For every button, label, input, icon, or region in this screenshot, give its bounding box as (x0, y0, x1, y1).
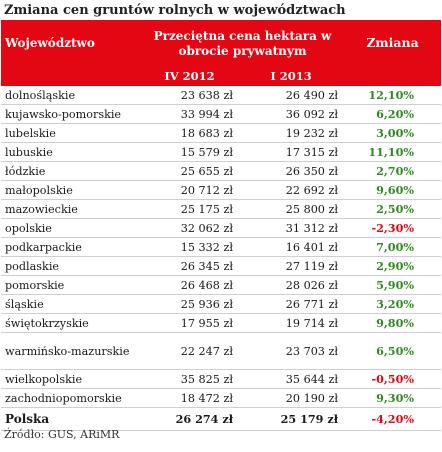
region-name: małopolskie (1, 180, 141, 200)
price-q4-2012: 18 683 zł (141, 123, 238, 143)
price-q4-2012: 26 274 zł (141, 407, 238, 431)
price-change: 11,10% (344, 142, 442, 162)
source-note: Źródło: GUS, ARiMR (4, 428, 120, 441)
price-change: 3,00% (344, 123, 442, 143)
price-q4-2012: 25 655 zł (141, 161, 238, 181)
price-q1-2013: 27 119 zł (238, 256, 345, 276)
price-q1-2013: 23 703 zł (238, 332, 345, 370)
price-q1-2013: 26 771 zł (238, 294, 345, 314)
price-change: 3,20% (344, 294, 442, 314)
price-q4-2012: 25 175 zł (141, 199, 238, 219)
region-name: dolnośląskie (1, 86, 141, 105)
region-name: śląskie (1, 294, 141, 314)
price-q1-2013: 22 692 zł (238, 180, 345, 200)
table-row: łódzkie 25 655 zł 26 350 zł 2,70% (1, 161, 442, 181)
price-q1-2013: 36 092 zł (238, 104, 345, 124)
header-change: Zmiana (344, 20, 442, 65)
subheader-row: IV 2012 I 2013 (1, 65, 442, 86)
table-row: małopolskie 20 712 zł 22 692 zł 9,60% (1, 180, 442, 200)
price-q1-2013: 20 190 zł (238, 388, 345, 408)
price-q4-2012: 15 332 zł (141, 237, 238, 257)
price-q1-2013: 26 490 zł (238, 86, 345, 105)
table-row: świętokrzyskie 17 955 zł 19 714 zł 9,80% (1, 313, 442, 333)
price-q1-2013: 25 800 zł (238, 199, 345, 219)
region-name: świętokrzyskie (1, 313, 141, 333)
price-q4-2012: 18 472 zł (141, 388, 238, 408)
price-q4-2012: 22 247 zł (141, 332, 238, 370)
table-title: Zmiana cen gruntów rolnych w województwa… (4, 3, 346, 18)
price-q4-2012: 23 638 zł (141, 86, 238, 105)
table-row: podkarpackie 15 332 zł 16 401 zł 7,00% (1, 237, 442, 257)
price-q4-2012: 26 345 zł (141, 256, 238, 276)
table-row: mazowieckie 25 175 zł 25 800 zł 2,50% (1, 199, 442, 219)
region-name: podkarpackie (1, 237, 141, 257)
table-row: śląskie 25 936 zł 26 771 zł 3,20% (1, 294, 442, 314)
price-change: 9,80% (344, 313, 442, 333)
price-change: -0,50% (344, 369, 442, 389)
price-q4-2012: 15 579 zł (141, 142, 238, 162)
table-row: kujawsko-pomorskie 33 994 zł 36 092 zł 6,20… (1, 104, 442, 124)
price-change: -4,20% (344, 407, 442, 431)
price-change: 12,10% (344, 86, 442, 105)
price-q4-2012: 26 468 zł (141, 275, 238, 295)
region-name: Polska (1, 407, 141, 431)
table-row: wielkopolskie 35 825 zł 35 644 zł -0,50% (1, 369, 442, 389)
price-q1-2013: 17 315 zł (238, 142, 345, 162)
header-price: Przeciętna cena hektara w obrocie prywat… (141, 20, 345, 65)
price-q4-2012: 17 955 zł (141, 313, 238, 333)
price-change: 9,30% (344, 388, 442, 408)
subheader-q1-2013: I 2013 (238, 65, 345, 86)
region-name: mazowieckie (1, 199, 141, 219)
price-change: 2,70% (344, 161, 442, 181)
price-change: 6,20% (344, 104, 442, 124)
price-q4-2012: 35 825 zł (141, 369, 238, 389)
region-name: lubelskie (1, 123, 141, 143)
region-name: zachodniopomorskie (1, 388, 141, 408)
price-change: 7,00% (344, 237, 442, 257)
price-q4-2012: 25 936 zł (141, 294, 238, 314)
table-row: zachodniopomorskie 18 472 zł 20 190 zł 9,30… (1, 388, 442, 408)
price-q1-2013: 19 714 zł (238, 313, 345, 333)
price-q1-2013: 16 401 zł (238, 237, 345, 257)
table-row: pomorskie 26 468 zł 28 026 zł 5,90% (1, 275, 442, 295)
subheader-empty-2 (344, 65, 442, 86)
price-change: 6,50% (344, 332, 442, 370)
price-q1-2013: 19 232 zł (238, 123, 345, 143)
region-name: pomorskie (1, 275, 141, 295)
total-row: Polska 26 274 zł 25 179 zł -4,20% (1, 407, 442, 431)
region-name: łódzkie (1, 161, 141, 181)
table-row: dolnośląskie 23 638 zł 26 490 zł 12,10% (1, 86, 442, 105)
region-name: warmińsko-mazurskie (1, 332, 141, 370)
table-row: podlaskie 26 345 zł 27 119 zł 2,90% (1, 256, 442, 276)
region-name: lubuskie (1, 142, 141, 162)
price-change: 5,90% (344, 275, 442, 295)
price-change: 9,60% (344, 180, 442, 200)
price-q4-2012: 20 712 zł (141, 180, 238, 200)
subheader-empty (1, 65, 141, 86)
header-region: Województwo (1, 20, 141, 65)
price-change: -2,30% (344, 218, 442, 238)
price-q1-2013: 26 350 zł (238, 161, 345, 181)
land-price-table: Województwo Przeciętna cena hektara w ob… (1, 20, 442, 431)
price-q4-2012: 33 994 zł (141, 104, 238, 124)
region-name: podlaskie (1, 256, 141, 276)
table-row: lubelskie 18 683 zł 19 232 zł 3,00% (1, 123, 442, 143)
price-q4-2012: 32 062 zł (141, 218, 238, 238)
header-row: Województwo Przeciętna cena hektara w ob… (1, 20, 442, 65)
region-name: wielkopolskie (1, 369, 141, 389)
price-q1-2013: 25 179 zł (238, 407, 345, 431)
price-q1-2013: 31 312 zł (238, 218, 345, 238)
region-name: kujawsko-pomorskie (1, 104, 141, 124)
table-row: opolskie 32 062 zł 31 312 zł -2,30% (1, 218, 442, 238)
region-name: opolskie (1, 218, 141, 238)
table-row: lubuskie 15 579 zł 17 315 zł 11,10% (1, 142, 442, 162)
price-change: 2,50% (344, 199, 442, 219)
subheader-q4-2012: IV 2012 (141, 65, 238, 86)
price-change: 2,90% (344, 256, 442, 276)
price-q1-2013: 35 644 zł (238, 369, 345, 389)
table-row: warmińsko-mazurskie 22 247 zł 23 703 zł 6,5… (1, 332, 442, 370)
price-q1-2013: 28 026 zł (238, 275, 345, 295)
